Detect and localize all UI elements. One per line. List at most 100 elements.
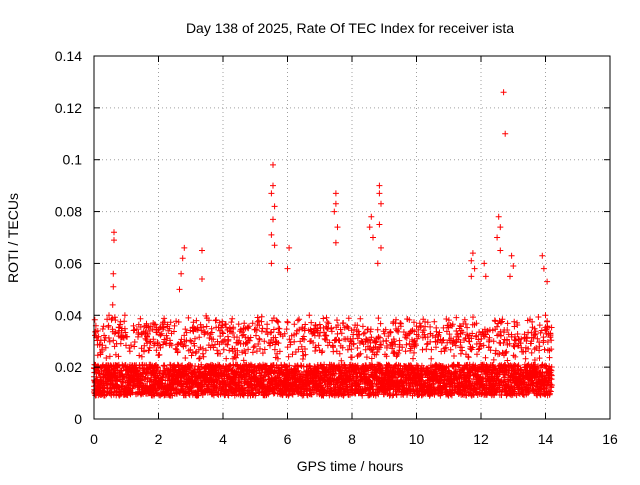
data-point [135, 329, 142, 336]
data-point [334, 330, 341, 337]
data-point [153, 347, 160, 354]
grid [94, 56, 610, 419]
data-point [334, 317, 340, 324]
data-point [136, 352, 143, 359]
data-point [131, 343, 138, 350]
data-point [511, 318, 518, 325]
data-point [200, 324, 207, 331]
data-point [323, 314, 330, 321]
data-point [259, 350, 266, 357]
data-point [200, 353, 207, 360]
data-point [167, 319, 174, 326]
data-point [257, 345, 263, 352]
data-point [182, 326, 189, 333]
data-point [219, 329, 226, 336]
data-point [199, 276, 205, 282]
data-point [340, 320, 347, 326]
data-point [316, 333, 323, 339]
data-point [208, 329, 215, 336]
data-point [106, 312, 112, 319]
y-tick-label: 0.02 [55, 359, 82, 375]
data-point [236, 337, 243, 344]
data-point [471, 265, 478, 272]
x-tick-label: 2 [155, 431, 163, 447]
data-point [252, 326, 259, 333]
data-point [199, 247, 205, 254]
data-point [507, 273, 513, 280]
x-tick-label: 16 [602, 431, 618, 447]
data-point [271, 346, 278, 353]
data-point [166, 325, 173, 332]
data-point [173, 318, 180, 325]
data-point [535, 314, 542, 320]
y-tick-label: 0.08 [55, 204, 82, 220]
data-point [194, 326, 201, 333]
data-point [215, 324, 222, 331]
data-point [374, 326, 381, 333]
data-point [274, 318, 281, 325]
data-point [511, 343, 518, 350]
data-point [468, 257, 475, 264]
data-point [202, 329, 208, 336]
data-point [490, 356, 497, 363]
data-point [192, 335, 198, 342]
data-point [235, 321, 242, 328]
data-point [131, 339, 138, 345]
y-tick-label: 0.14 [55, 48, 82, 64]
x-tick-label: 8 [348, 431, 356, 447]
data-point [164, 321, 171, 328]
data-point [158, 330, 165, 337]
data-point [214, 384, 221, 391]
data-point [101, 337, 108, 344]
data-point [508, 252, 515, 259]
data-point [255, 341, 262, 347]
data-point [378, 200, 384, 207]
data-point [253, 332, 259, 339]
data-point [197, 344, 204, 351]
data-point [99, 348, 106, 354]
data-point [320, 315, 327, 322]
data-point [175, 319, 182, 325]
data-point [247, 361, 254, 368]
data-point [191, 342, 198, 349]
data-point [99, 342, 106, 349]
data-point [413, 342, 419, 349]
data-point [126, 348, 133, 355]
data-point [224, 341, 231, 348]
data-point [182, 342, 189, 349]
data-point [494, 234, 501, 241]
data-point [332, 200, 339, 207]
data-point [510, 263, 517, 269]
data-point [270, 161, 276, 168]
data-point [261, 377, 267, 384]
data-point [275, 340, 282, 347]
data-point [366, 224, 373, 231]
data-point [138, 377, 145, 384]
x-axis-label: GPS time / hours [297, 458, 404, 474]
data-point [193, 317, 200, 324]
data-point [202, 347, 209, 354]
data-point [176, 286, 183, 293]
data-point [267, 340, 274, 347]
y-tick-label: 0.1 [63, 152, 83, 168]
data-point [249, 349, 256, 356]
data-point [500, 89, 507, 96]
data-point [109, 315, 116, 322]
data-point [332, 239, 339, 246]
data-point [546, 354, 553, 361]
data-point [268, 260, 275, 267]
data-point [146, 347, 152, 354]
data-point [502, 130, 509, 137]
data-point [482, 354, 489, 361]
data-point [268, 190, 275, 197]
data-point [376, 221, 383, 228]
data-point [143, 337, 150, 343]
data-point [271, 390, 278, 396]
y-tick-label: 0.06 [55, 255, 82, 271]
x-tick-label: 10 [409, 431, 425, 447]
data-point [220, 346, 227, 353]
data-point [105, 322, 112, 329]
data-point [95, 333, 102, 340]
data-point [196, 355, 203, 362]
